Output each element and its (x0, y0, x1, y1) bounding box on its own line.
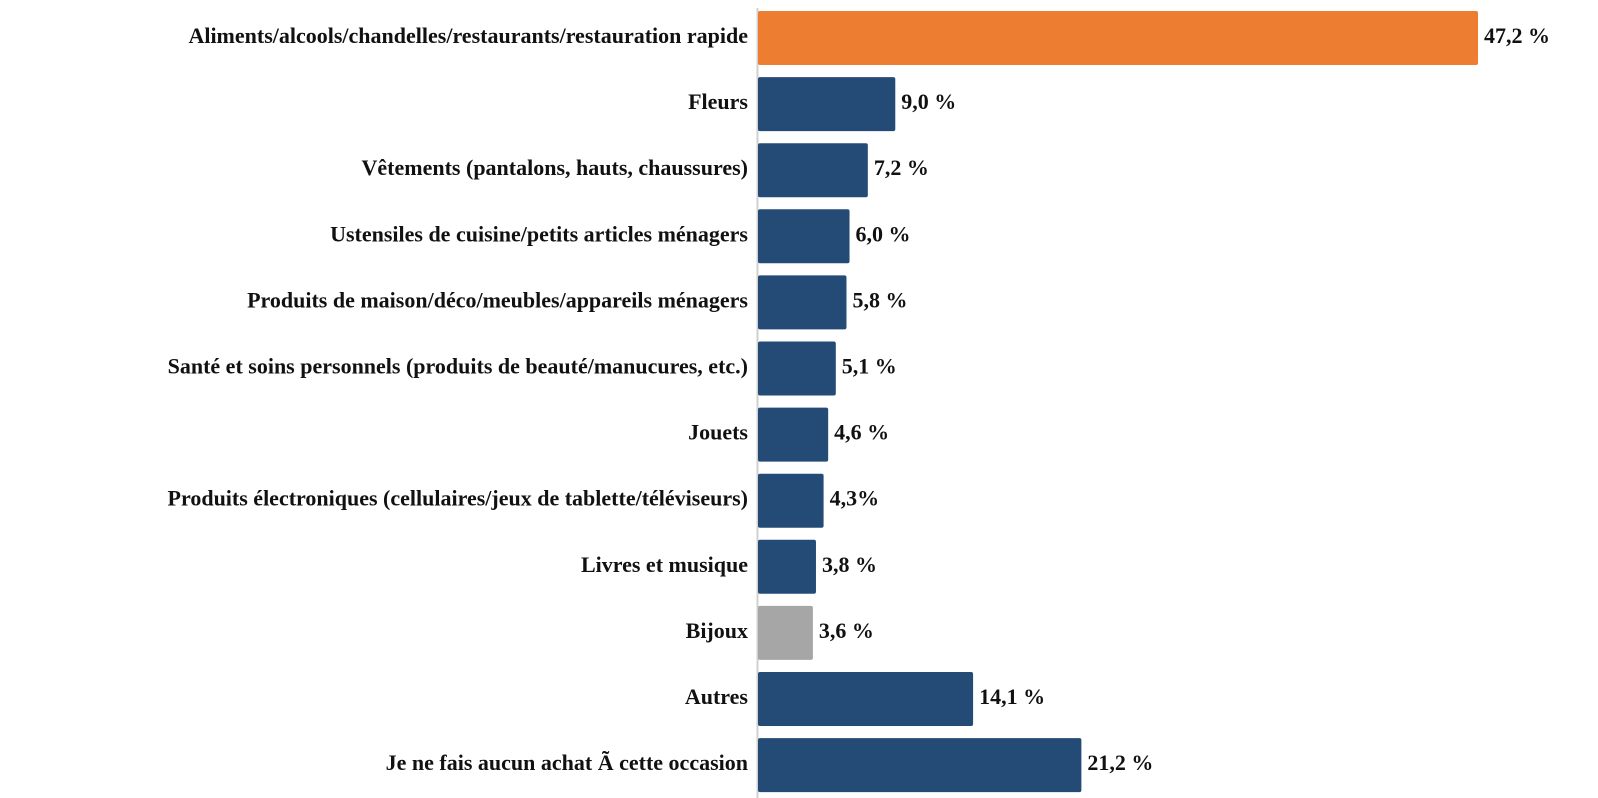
bar (758, 341, 836, 396)
category-label: Produits de maison/déco/meubles/appareil… (247, 287, 748, 312)
value-label: 3,8 % (822, 552, 877, 577)
bar (758, 407, 829, 462)
category-label: Vêtements (pantalons, hauts, chaussures) (362, 155, 748, 180)
value-label: 7,2 % (874, 155, 929, 180)
category-label: Aliments/alcools/chandelles/restaurants/… (188, 23, 748, 48)
category-label: Autres (685, 684, 749, 709)
category-label: Je ne fais aucun achat Ã cette occasion (386, 750, 748, 775)
value-label: 9,0 % (901, 89, 956, 114)
bar (758, 473, 824, 528)
bar (758, 672, 974, 726)
category-label: Santé et soins personnels (produits de b… (168, 354, 748, 379)
value-label: 21,2 % (1087, 750, 1153, 775)
bar (758, 605, 813, 660)
bar (758, 77, 896, 132)
bar (758, 738, 1082, 793)
value-label: 5,8 % (852, 287, 907, 312)
category-label: Produits électroniques (cellulaires/jeux… (168, 486, 748, 511)
value-label: 6,0 % (856, 221, 911, 246)
category-label: Jouets (688, 420, 748, 445)
value-label: 47,2 % (1484, 23, 1550, 48)
category-label: Livres et musique (581, 552, 748, 577)
bar (758, 209, 850, 264)
bar (758, 539, 816, 594)
category-label: Bijoux (686, 618, 748, 643)
value-label: 5,1 % (842, 354, 897, 379)
value-label: 3,6 % (819, 618, 874, 643)
value-label: 4,6 % (834, 420, 889, 445)
category-label: Ustensiles de cuisine/petits articles mé… (330, 221, 748, 246)
category-label: Fleurs (688, 89, 748, 114)
value-label: 14,1 % (979, 684, 1045, 709)
bar (758, 275, 847, 330)
bar (758, 11, 1478, 65)
bar (758, 143, 868, 198)
value-label: 4,3% (830, 486, 880, 511)
